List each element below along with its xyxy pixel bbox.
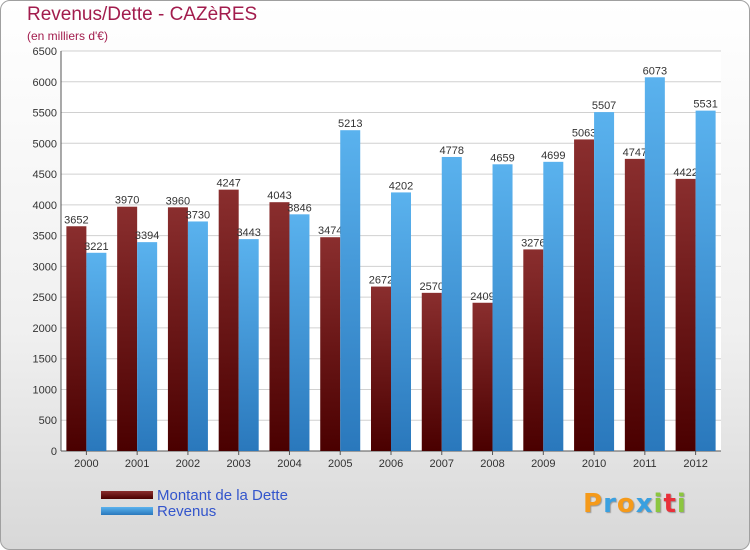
logo-letter: i bbox=[653, 489, 664, 519]
data-label-debt: 5063 bbox=[572, 127, 596, 139]
y-tick-label: 5000 bbox=[33, 138, 57, 150]
x-tick-label: 2004 bbox=[277, 458, 301, 470]
y-tick-label: 5500 bbox=[33, 108, 57, 120]
bar-debt bbox=[66, 226, 87, 451]
legend-label-debt: Montant de la Dette bbox=[157, 486, 288, 504]
data-label-debt: 3970 bbox=[115, 195, 139, 207]
data-label-revenus: 5213 bbox=[338, 118, 362, 130]
y-tick-label: 1000 bbox=[33, 384, 57, 396]
x-tick-label: 2011 bbox=[633, 458, 657, 470]
bar-debt bbox=[472, 302, 493, 451]
bar-revenus bbox=[644, 77, 665, 452]
data-label-debt: 2672 bbox=[369, 275, 393, 287]
y-tick-label: 3500 bbox=[33, 231, 57, 243]
data-label-revenus: 3846 bbox=[287, 202, 311, 214]
x-tick-label: 2002 bbox=[176, 458, 200, 470]
logo-letter: i bbox=[676, 489, 687, 519]
bar-revenus bbox=[695, 110, 716, 451]
bar-debt bbox=[371, 286, 391, 451]
y-tick-label: 2000 bbox=[33, 323, 57, 335]
data-label-debt: 2409 bbox=[470, 291, 494, 303]
legend-swatch-revenus bbox=[101, 507, 153, 515]
logo-letter: t bbox=[663, 489, 677, 519]
y-tick-label: 4500 bbox=[33, 169, 57, 181]
data-label-revenus: 5531 bbox=[693, 99, 717, 111]
bar-debt bbox=[218, 189, 239, 451]
bar-debt bbox=[320, 237, 341, 451]
logo-letter: x bbox=[635, 489, 654, 519]
data-label-revenus: 3443 bbox=[236, 227, 260, 239]
x-tick-label: 2003 bbox=[226, 458, 250, 470]
y-tick-label: 500 bbox=[39, 415, 57, 427]
bar-debt bbox=[167, 207, 188, 451]
data-label-revenus: 4778 bbox=[440, 145, 464, 157]
legend-item-debt: Montant de la Dette bbox=[101, 486, 288, 504]
data-label-revenus: 5507 bbox=[592, 100, 616, 112]
y-tick-label: 1500 bbox=[33, 354, 57, 366]
x-tick-label: 2007 bbox=[430, 458, 454, 470]
y-tick-label: 6500 bbox=[33, 46, 57, 58]
data-label-revenus: 4699 bbox=[541, 150, 565, 162]
bar-revenus bbox=[86, 252, 107, 451]
bar-chart: 0 500 1000 1500 2000 2500 3000 3500 4000 4500 5000… bbox=[33, 46, 721, 470]
chart-legend: Montant de la Dette Revenus bbox=[101, 486, 288, 520]
data-label-revenus: 4659 bbox=[490, 152, 514, 164]
data-label-revenus: 3730 bbox=[186, 209, 210, 221]
x-tick-label: 2005 bbox=[328, 458, 352, 470]
data-label-debt: 3276 bbox=[521, 237, 545, 249]
bar-revenus bbox=[391, 192, 411, 451]
data-label-debt: 4747 bbox=[623, 147, 647, 159]
logo-letter: o bbox=[616, 489, 636, 519]
y-tick-label: 4000 bbox=[33, 200, 57, 212]
data-label-debt: 4422 bbox=[673, 167, 697, 179]
data-label-debt: 3474 bbox=[318, 225, 342, 237]
y-tick-label: 2500 bbox=[33, 292, 57, 304]
data-label-debt: 4043 bbox=[267, 190, 291, 202]
data-label-revenus: 3394 bbox=[135, 230, 159, 242]
chart-title: Revenus/Dette - CAZèRES bbox=[27, 4, 258, 25]
bar-debt bbox=[117, 206, 138, 451]
bar-revenus bbox=[340, 130, 361, 451]
x-tick-label: 2001 bbox=[125, 458, 149, 470]
bar-debt bbox=[269, 202, 290, 451]
x-tick-label: 2000 bbox=[74, 458, 98, 470]
bar-revenus bbox=[187, 221, 208, 451]
legend-swatch-debt bbox=[101, 491, 153, 499]
bar-revenus bbox=[492, 164, 513, 452]
data-label-revenus: 6073 bbox=[643, 65, 667, 77]
proxiti-logo: Proxiti bbox=[583, 489, 687, 519]
bar-debt bbox=[675, 178, 696, 451]
bar-revenus bbox=[441, 156, 462, 451]
bar-debt bbox=[421, 292, 442, 451]
legend-item-revenus: Revenus bbox=[101, 502, 288, 520]
data-label-debt: 3652 bbox=[64, 214, 88, 226]
data-label-revenus: 3221 bbox=[84, 241, 108, 253]
x-tick-label: 2012 bbox=[683, 458, 707, 470]
bar-debt bbox=[574, 139, 595, 451]
y-tick-label: 0 bbox=[51, 446, 57, 458]
data-label-revenus: 4202 bbox=[389, 180, 413, 192]
bar-revenus bbox=[289, 214, 310, 451]
bar-revenus bbox=[594, 112, 615, 451]
y-tick-label: 6000 bbox=[33, 77, 57, 89]
x-tick-label: 2010 bbox=[582, 458, 606, 470]
bar-debt bbox=[624, 158, 645, 451]
y-tick-label: 3000 bbox=[33, 261, 57, 273]
legend-label-revenus: Revenus bbox=[157, 502, 217, 520]
data-label-debt: 3960 bbox=[166, 195, 190, 207]
logo-letter: r bbox=[603, 489, 617, 519]
x-tick-label: 2006 bbox=[379, 458, 403, 470]
logo-letter: P bbox=[583, 489, 604, 519]
x-tick-label: 2009 bbox=[531, 458, 555, 470]
x-tick-label: 2008 bbox=[480, 458, 504, 470]
bar-revenus bbox=[543, 161, 564, 452]
chart-subtitle: (en milliers d'€) bbox=[27, 29, 108, 43]
data-label-debt: 4247 bbox=[216, 178, 240, 190]
bar-revenus bbox=[137, 242, 158, 451]
bar-debt bbox=[523, 249, 544, 451]
data-label-debt: 2570 bbox=[420, 281, 444, 293]
bar-revenus bbox=[238, 239, 259, 451]
